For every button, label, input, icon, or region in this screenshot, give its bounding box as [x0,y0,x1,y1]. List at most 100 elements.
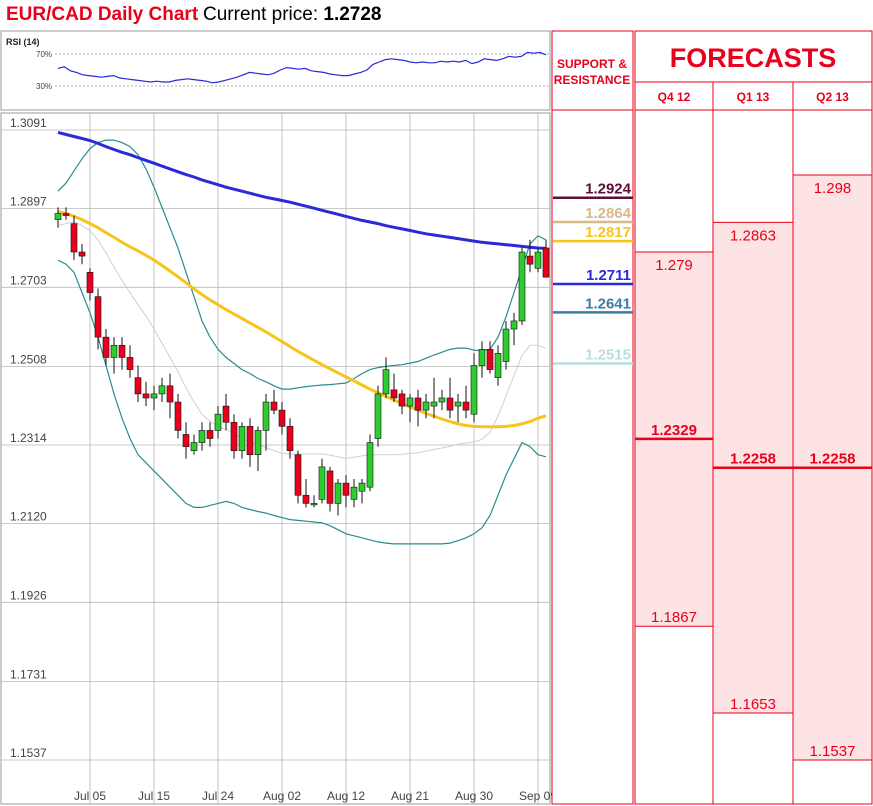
support-resistance-title-line2: RESISTANCE [554,73,630,87]
y-axis-ticks: 1.3091 1.2897 1.2703 1.2508 1.2314 1.2120 1.19… [10,116,47,760]
candle-body-bull [382,369,390,395]
candle-body-bear [246,426,254,456]
candle-body-bear [294,454,302,496]
candle-body-bear [486,349,494,370]
candle-body-bull [510,320,518,330]
candle-body-bull [518,251,526,322]
candle-body-bear [222,405,230,423]
rsi-label: RSI (14) [6,37,40,47]
y-tick-label: 1.2120 [10,510,47,524]
indicator-lines [57,130,547,545]
price-panel [0,112,551,805]
candle-body-bear [86,271,94,293]
candle-body-bull [238,426,246,451]
x-tick-label: Jul 24 [202,789,234,803]
x-tick-label: Jul 15 [138,789,170,803]
sma50-line [57,210,547,429]
candle-body-bear [62,213,70,216]
forecast-column: Q4 12 1.279 1.2329 1.1867 [635,90,713,627]
rsi-panel [0,30,551,111]
support-resistance-column [551,30,634,805]
candle [398,389,406,415]
candle [294,450,302,504]
candle [382,357,390,398]
candle-body-bear [398,393,406,407]
rsi-70-label: 70% [36,50,52,59]
candle [446,377,454,419]
candle-body-bull [190,442,198,451]
sr-level-value: 1.2711 [586,267,631,284]
candle [438,389,446,411]
support-resistance-title: SUPPORT & RESISTANCE [554,57,630,87]
candle-body-bull [310,503,318,506]
rsi-series [57,51,547,84]
candle-body-bear [278,409,286,427]
candle [430,377,438,419]
forecast-column: Q1 13 1.2863 1.2258 1.1653 [713,90,793,714]
candle [278,402,286,435]
candle [342,475,350,508]
candle [510,312,518,346]
current-price: Current price: 1.2728 [203,4,382,26]
candle-body-bear [286,426,294,451]
candle-body-bear [390,389,398,399]
candle [326,466,334,512]
candle [518,247,526,325]
candle-body-bull [406,397,414,407]
candle [206,422,214,447]
forecast-mid-value: 1.2258 [810,451,856,468]
sr-level: 1.2864 [553,205,633,224]
x-tick-label: Aug 30 [455,789,493,803]
sr-level-value: 1.2515 [585,347,631,364]
candle [374,385,382,447]
candle [134,365,142,403]
candle [230,414,238,459]
candle [462,385,470,419]
candle-body-bear [270,401,278,411]
candle-body-bear [446,397,454,411]
candle-body-bull [150,393,158,399]
candle [486,341,494,374]
candle-body-bear [206,430,214,439]
candle-body-bull [422,401,430,411]
candle [246,418,254,467]
candle [366,434,374,492]
candle [406,393,414,423]
candle [150,385,158,411]
candle [454,393,462,423]
sr-level: 1.2641 [553,295,633,314]
forecast-low-value: 1.1653 [730,696,776,713]
forecast-quarter-label: Q1 13 [737,90,770,104]
candle-body-bear [102,336,110,358]
support-resistance-levels: 1.2924 1.2864 1.2817 1.2711 1.2641 1.2515 [553,181,633,365]
candle [238,422,246,459]
candle [286,418,294,459]
candle [86,268,94,301]
candle [174,393,182,439]
forecast-high-value: 1.279 [655,257,693,274]
candle-body-bear [342,482,350,496]
y-tick-label: 1.1537 [10,746,47,760]
candle-body-bull [110,344,118,358]
sr-level-value: 1.2864 [585,205,632,222]
candle-body-bull [438,397,446,403]
candles [54,207,550,516]
candle [414,389,422,427]
candle-body-bear [302,494,310,504]
candle-body-bull [254,430,262,456]
y-tick-label: 1.2314 [10,431,47,445]
candle [422,393,430,419]
x-axis-ticks: Jul 05 Jul 15 Jul 24 Aug 02 Aug 12 Aug 21 Aug … [74,789,621,803]
forecast-mid-value: 1.2258 [730,451,776,468]
y-tick-label: 1.2703 [10,273,47,287]
candle-body-bear [462,401,470,411]
chart-title: EUR/CAD Daily Chart [6,4,199,25]
bollinger-lower-line [57,259,547,545]
candle-body-bull [198,430,206,443]
candle [54,207,62,228]
candle [390,373,398,403]
y-tick-label: 1.2897 [10,195,47,209]
candle-body-bear [134,377,142,395]
candle-body-bull [334,482,342,504]
